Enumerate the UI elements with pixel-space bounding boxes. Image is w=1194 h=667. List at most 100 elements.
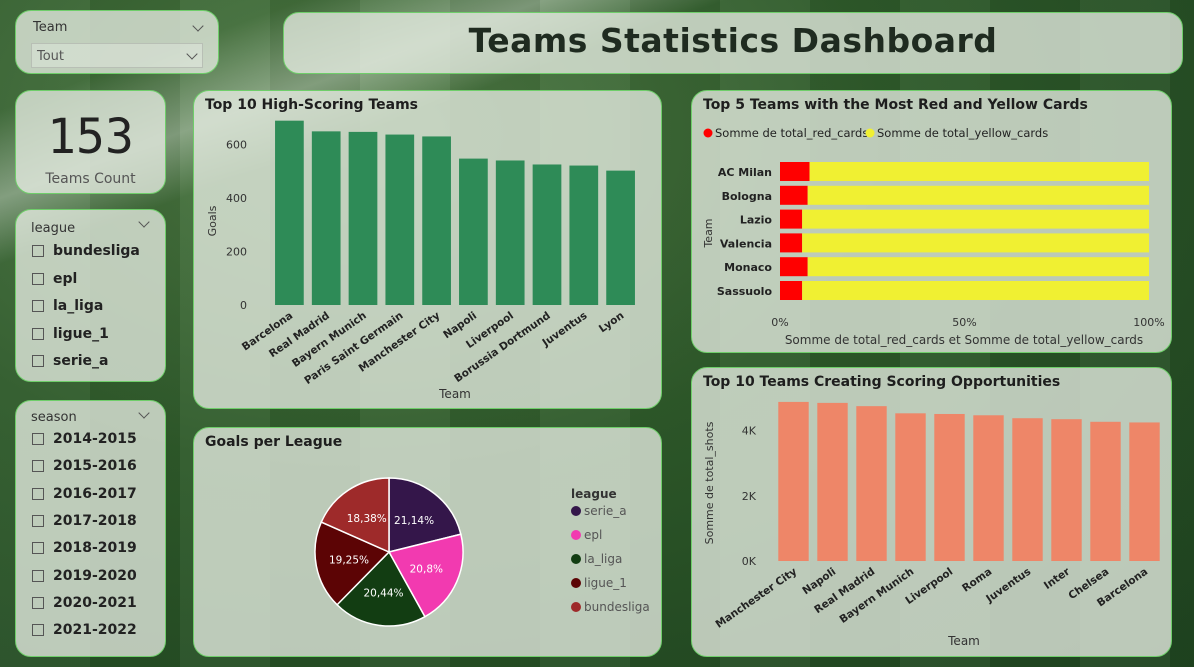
high-scoring-chart-panel: Top 10 High-Scoring Teams 0 200 400 600 Barc… — [193, 90, 662, 409]
checkbox[interactable] — [32, 327, 44, 340]
pie-slice — [314, 521, 391, 606]
season-item[interactable]: 2018-2019 — [32, 540, 137, 556]
checkbox[interactable] — [32, 460, 44, 473]
bar — [973, 415, 1004, 561]
league-item-label: ligue_1 — [53, 325, 109, 342]
bar-red-cards — [780, 185, 808, 205]
y-tick-label: Sassuolo — [717, 285, 773, 298]
x-tick-label: Roma — [960, 566, 994, 595]
checkbox[interactable] — [32, 433, 44, 445]
checkbox[interactable] — [32, 300, 44, 312]
league-item[interactable]: ligue_1 — [32, 326, 109, 342]
legend-label: la_liga — [584, 552, 622, 566]
checkbox[interactable] — [32, 487, 44, 500]
league-item-label: la_liga — [53, 298, 104, 314]
season-item[interactable]: 2017-2018 — [32, 513, 137, 529]
season-item-label: 2020-2021 — [53, 594, 137, 611]
league-item[interactable]: epl — [32, 271, 77, 287]
x-tick-label: Lyon — [597, 310, 626, 336]
bar — [1129, 422, 1160, 561]
team-slicer: Team Tout — [15, 10, 219, 74]
chart-title: Top 10 High-Scoring Teams — [205, 97, 418, 113]
chevron-down-icon[interactable] — [138, 216, 150, 228]
opportunities-chart-panel: Top 10 Teams Creating Scoring Opportunit… — [691, 367, 1172, 657]
league-item[interactable]: serie_a — [32, 353, 108, 369]
team-slicer-label: Team — [33, 20, 68, 35]
checkbox[interactable] — [32, 355, 44, 367]
chevron-down-icon[interactable] — [138, 407, 150, 419]
chart-title: Top 5 Teams with the Most Red and Yellow… — [703, 97, 1088, 113]
legend-title: league — [571, 487, 617, 501]
checkbox[interactable] — [32, 569, 44, 582]
bar — [895, 413, 926, 561]
checkbox[interactable] — [32, 245, 44, 257]
y-tick-label: 400 — [226, 192, 247, 205]
season-item-label: 2017-2018 — [53, 512, 137, 529]
legend-label: Somme de total_red_cards — [715, 126, 868, 140]
bar — [459, 158, 488, 305]
league-item-label: bundesliga — [53, 243, 140, 259]
y-tick-label: Monaco — [724, 261, 772, 274]
bar — [532, 164, 562, 305]
legend-marker — [571, 554, 581, 564]
season-item[interactable]: 2014-2015 — [32, 431, 137, 447]
bar — [422, 136, 451, 305]
title-banner: Teams Statistics Dashboard — [283, 12, 1183, 74]
legend-marker — [703, 128, 713, 138]
bar — [606, 170, 635, 305]
legend-marker — [865, 128, 875, 138]
bar — [1051, 419, 1082, 561]
teams-count-label: Teams Count — [45, 171, 136, 187]
bar-red-cards — [780, 281, 803, 300]
checkbox[interactable] — [32, 596, 44, 609]
league-slicer: league bundesliga epl la_liga ligue_1 serie_… — [15, 209, 166, 382]
checkbox[interactable] — [32, 624, 44, 637]
pie-slice — [387, 533, 464, 618]
x-tick-label: 0% — [771, 316, 788, 329]
season-item[interactable]: 2020-2021 — [32, 595, 137, 611]
bar — [817, 402, 848, 561]
x-axis-label: Team — [438, 387, 471, 401]
team-dropdown[interactable]: Tout — [31, 43, 203, 68]
league-item[interactable]: bundesliga — [32, 243, 140, 259]
season-item[interactable]: 2015-2016 — [32, 458, 137, 474]
chart-title: Top 10 Teams Creating Scoring Opportunit… — [703, 374, 1061, 390]
x-axis-label: Somme de total_red_cards et Somme de tot… — [785, 333, 1143, 347]
chevron-down-icon[interactable] — [192, 20, 204, 32]
season-item[interactable]: 2021-2022 — [32, 622, 137, 638]
season-item-label: 2019-2020 — [53, 567, 137, 584]
legend-label: serie_a — [584, 504, 627, 518]
pie-slice — [388, 477, 462, 553]
checkbox[interactable] — [32, 272, 44, 285]
goals-per-league-chart: 21,14% 20,8% 20,44% 19,25% 18,38% league serie… — [314, 477, 650, 627]
y-tick-label: 0K — [742, 555, 757, 568]
bar-red-cards — [780, 162, 810, 181]
y-tick-label: Valencia — [720, 237, 772, 250]
legend-label: bundesliga — [584, 600, 650, 614]
x-tick-label: 50% — [952, 316, 976, 329]
checkbox[interactable] — [32, 542, 44, 555]
bar — [495, 160, 525, 305]
x-tick-label: Inter — [1042, 565, 1073, 592]
slice-value-label: 21,14% — [394, 515, 434, 527]
chevron-down-icon[interactable] — [186, 48, 198, 60]
y-axis-label: Goals — [206, 205, 219, 236]
pie-slice — [336, 550, 426, 627]
checkbox[interactable] — [32, 514, 44, 527]
league-item[interactable]: la_liga — [32, 298, 103, 314]
legend-label: Somme de total_yellow_cards — [877, 126, 1048, 140]
bar-yellow-cards — [802, 281, 1149, 300]
bar-red-cards — [780, 209, 803, 229]
bar — [1090, 421, 1121, 561]
season-item[interactable]: 2016-2017 — [32, 486, 137, 502]
y-axis-label: Somme de total_shots — [703, 421, 716, 544]
bar — [778, 401, 809, 561]
season-item[interactable]: 2019-2020 — [32, 568, 137, 584]
teams-count-card: 153 Teams Count — [15, 90, 166, 194]
bar — [569, 165, 599, 305]
slice-value-label: 19,25% — [329, 555, 369, 567]
legend-marker — [571, 578, 581, 588]
y-tick-label: 600 — [226, 139, 247, 152]
y-tick-label: Lazio — [740, 214, 773, 227]
